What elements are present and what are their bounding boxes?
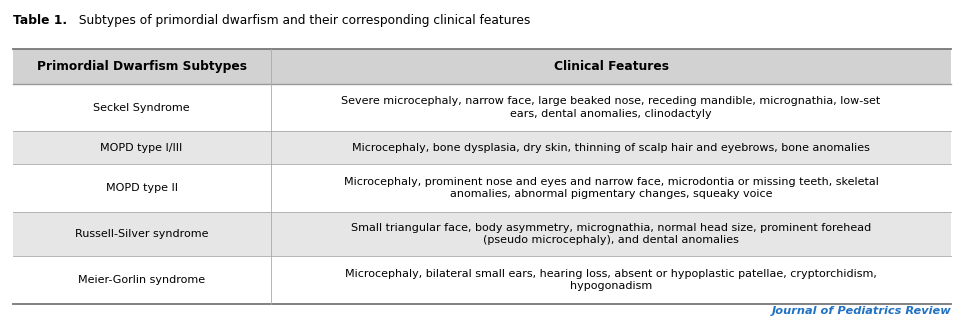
Text: Table 1.: Table 1. [13, 14, 66, 27]
Text: Microcephaly, bone dysplasia, dry skin, thinning of scalp hair and eyebrows, bon: Microcephaly, bone dysplasia, dry skin, … [352, 143, 870, 153]
Text: Seckel Syndrome: Seckel Syndrome [93, 103, 190, 113]
Bar [13, 212, 951, 256]
Text: Meier-Gorlin syndrome: Meier-Gorlin syndrome [78, 275, 205, 285]
Bar [13, 131, 951, 164]
Text: MOPD type I/III: MOPD type I/III [100, 143, 183, 153]
Text: Microcephaly, prominent nose and eyes and narrow face, microdontia or missing te: Microcephaly, prominent nose and eyes an… [344, 177, 878, 199]
Bar [13, 49, 951, 84]
Text: Primordial Dwarfism Subtypes: Primordial Dwarfism Subtypes [37, 60, 247, 73]
Text: Journal of Pediatrics Review: Journal of Pediatrics Review [771, 307, 951, 316]
Text: Small triangular face, body asymmetry, micrognathia, normal head size, prominent: Small triangular face, body asymmetry, m… [351, 223, 872, 245]
Text: Russell-Silver syndrome: Russell-Silver syndrome [75, 229, 208, 239]
Text: Clinical Features: Clinical Features [554, 60, 668, 73]
Text: Microcephaly, bilateral small ears, hearing loss, absent or hypoplastic patellae: Microcephaly, bilateral small ears, hear… [345, 269, 877, 291]
Text: MOPD type II: MOPD type II [106, 183, 177, 193]
Text: Subtypes of primordial dwarfism and their corresponding clinical features: Subtypes of primordial dwarfism and thei… [75, 14, 531, 27]
Text: Severe microcephaly, narrow face, large beaked nose, receding mandible, microgna: Severe microcephaly, narrow face, large … [342, 96, 881, 119]
